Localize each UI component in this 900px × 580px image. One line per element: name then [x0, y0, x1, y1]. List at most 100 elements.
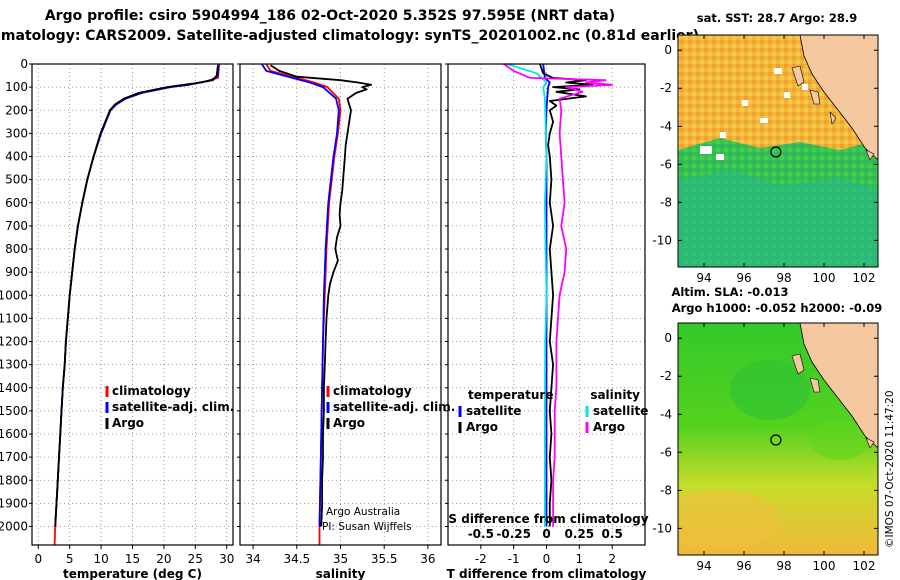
- depth-tick-label: 500: [5, 173, 28, 187]
- sst-axes-ytick-label: -6: [660, 157, 672, 171]
- salinity-xtick-label: 34: [245, 552, 260, 566]
- temperature-xtick-label: 5: [66, 552, 74, 566]
- sla-island-3: [865, 437, 875, 449]
- sst-cloud-gaps: [700, 68, 808, 160]
- difference-legend-left-label: satellite: [466, 404, 521, 418]
- sla-eddy-1: [730, 360, 810, 420]
- difference-xtick-label: 0: [543, 552, 551, 566]
- depth-tick-label: 1300: [0, 358, 28, 372]
- sla-map-frame: [677, 322, 879, 556]
- sst-axes-ytick-label: -2: [660, 81, 672, 95]
- depth-tick-label: 0: [20, 57, 28, 71]
- depth-tick-label: 200: [5, 103, 28, 117]
- temperature-legend-label: climatology: [112, 384, 191, 398]
- temperature-series-climatology: [53, 63, 221, 546]
- sla-axes-xtick-label: 102: [853, 559, 876, 573]
- credits-line-2: PI: Susan Wijffels: [322, 521, 412, 533]
- sla-axes-ytick-label: 0: [664, 331, 672, 345]
- temperature-xtick-label: 10: [93, 552, 108, 566]
- depth-tick-label: 1400: [0, 381, 28, 395]
- sst-cooler-field: [678, 170, 878, 267]
- temperature-legend-label: satellite-adj. clim.: [112, 400, 234, 414]
- sst-axes-ytick-label: -4: [660, 119, 672, 133]
- salinity-xtick-label: 35: [333, 552, 348, 566]
- salinity-xtick-label: 35.5: [371, 552, 398, 566]
- difference-s-tick-label: 0: [542, 527, 550, 541]
- sla-axes-ytick-label: -2: [660, 369, 672, 383]
- depth-tick-label: 800: [5, 242, 28, 256]
- sst-map-title: sat. SST: 28.7 Argo: 28.9: [697, 11, 857, 25]
- sst-map-axes: 94 96 98 100 102 0 -2 -4 -6 -8 -10: [652, 35, 878, 285]
- depth-tick-label: 700: [5, 219, 28, 233]
- temperature-xtick-label: 30: [219, 552, 234, 566]
- temperature-xtick-label: 20: [156, 552, 171, 566]
- temperature-series-argo: [54, 65, 219, 527]
- difference-panel: -2 -1 0 1 2T difference from climatology S di…: [445, 63, 649, 580]
- sla-map-title-1: Altim. SLA: -0.013: [671, 285, 788, 299]
- difference-frame: [447, 63, 646, 546]
- sst-island-4: [865, 149, 875, 161]
- difference-xtick-label: -1: [508, 552, 520, 566]
- credits-line-1: Argo Australia: [326, 506, 400, 518]
- sla-axes-ytick-label: -10: [652, 521, 672, 535]
- difference-xlabel: T difference from climatology: [447, 567, 647, 580]
- salinity-legend-label: satellite-adj. clim.: [333, 400, 455, 414]
- salinity-legend-label: climatology: [333, 384, 412, 398]
- depth-tick-label: 2000: [0, 520, 28, 534]
- depth-tick-label: 1800: [0, 473, 28, 487]
- salinity-series-satellite-adj-clim-: [261, 63, 340, 527]
- sla-island-2: [809, 377, 821, 393]
- difference-s-tick-label: 0.5: [602, 527, 623, 541]
- depth-tick-label: 1700: [0, 450, 28, 464]
- sst-axes-xtick-label: 96: [736, 271, 751, 285]
- difference-series-salinity-argo: [503, 63, 614, 527]
- sst-axes-ytick-label: -8: [660, 195, 672, 209]
- difference-series-salinity-satellite: [506, 63, 548, 527]
- salinity-series-climatology: [265, 63, 342, 545]
- sla-axes-ytick-label: -4: [660, 407, 672, 421]
- sla-axes-ytick-label: -6: [660, 445, 672, 459]
- salinity-panel: 34 34.5 35 35.5 36 salinity climatology satelli…: [237, 63, 455, 580]
- depth-tick-label: 300: [5, 126, 28, 140]
- salinity-legend-label: Argo: [333, 416, 365, 430]
- sst-land-sumatra: [799, 35, 878, 161]
- difference-legend-left-label: Argo: [466, 420, 498, 434]
- difference-s-tick-label: -0.25: [496, 527, 531, 541]
- difference-s-label: S difference from climatology: [448, 512, 648, 526]
- sla-axes-xtick-label: 94: [696, 559, 711, 573]
- temperature-xtick-label: 0: [34, 552, 42, 566]
- salinity-frame: [239, 63, 442, 546]
- imos-watermark: ©IMOS 07-Oct-2020 11:47:20: [884, 390, 896, 548]
- difference-legend-temperature-title: temperature: [468, 388, 553, 402]
- sla-eddy-2: [810, 420, 870, 460]
- salinity-xtick-label: 34.5: [283, 552, 310, 566]
- depth-tick-label: 100: [5, 80, 28, 94]
- difference-xtick-label: 2: [608, 552, 616, 566]
- temperature-xlabel: temperature (deg C): [63, 567, 202, 580]
- sst-axes-ytick-label: 0: [664, 43, 672, 57]
- sla-axes-xtick-label: 96: [736, 559, 751, 573]
- depth-tick-label: 1200: [0, 335, 28, 349]
- sst-map: [678, 35, 878, 267]
- difference-xtick-label: 1: [576, 552, 584, 566]
- depth-tick-label: 900: [5, 265, 28, 279]
- temperature-panel: 0 5 10 15 20 25 300100200300400500600700800900…: [0, 57, 234, 580]
- difference-xtick-label: -2: [475, 552, 487, 566]
- salinity-xtick-label: 36: [420, 552, 435, 566]
- sla-map: [678, 323, 878, 555]
- depth-tick-label: 400: [5, 150, 28, 164]
- temperature-xtick-label: 15: [125, 552, 140, 566]
- temperature-legend-label: Argo: [112, 416, 144, 430]
- header-line-2: Climatology: CARS2009. Satellite-adjuste…: [0, 28, 699, 44]
- depth-tick-label: 1500: [0, 404, 28, 418]
- sst-axes-xtick-label: 100: [813, 271, 836, 285]
- sst-island-2: [809, 89, 821, 105]
- sst-axes-xtick-label: 102: [853, 271, 876, 285]
- difference-s-tick-label: 0.25: [565, 527, 595, 541]
- sst-island-1: [791, 65, 805, 87]
- depth-tick-label: 1000: [0, 288, 28, 302]
- salinity-series-argo: [270, 64, 373, 527]
- difference-legend-right-label: Argo: [593, 420, 625, 434]
- sst-island-3: [829, 111, 837, 125]
- sst-map-frame: [677, 34, 879, 268]
